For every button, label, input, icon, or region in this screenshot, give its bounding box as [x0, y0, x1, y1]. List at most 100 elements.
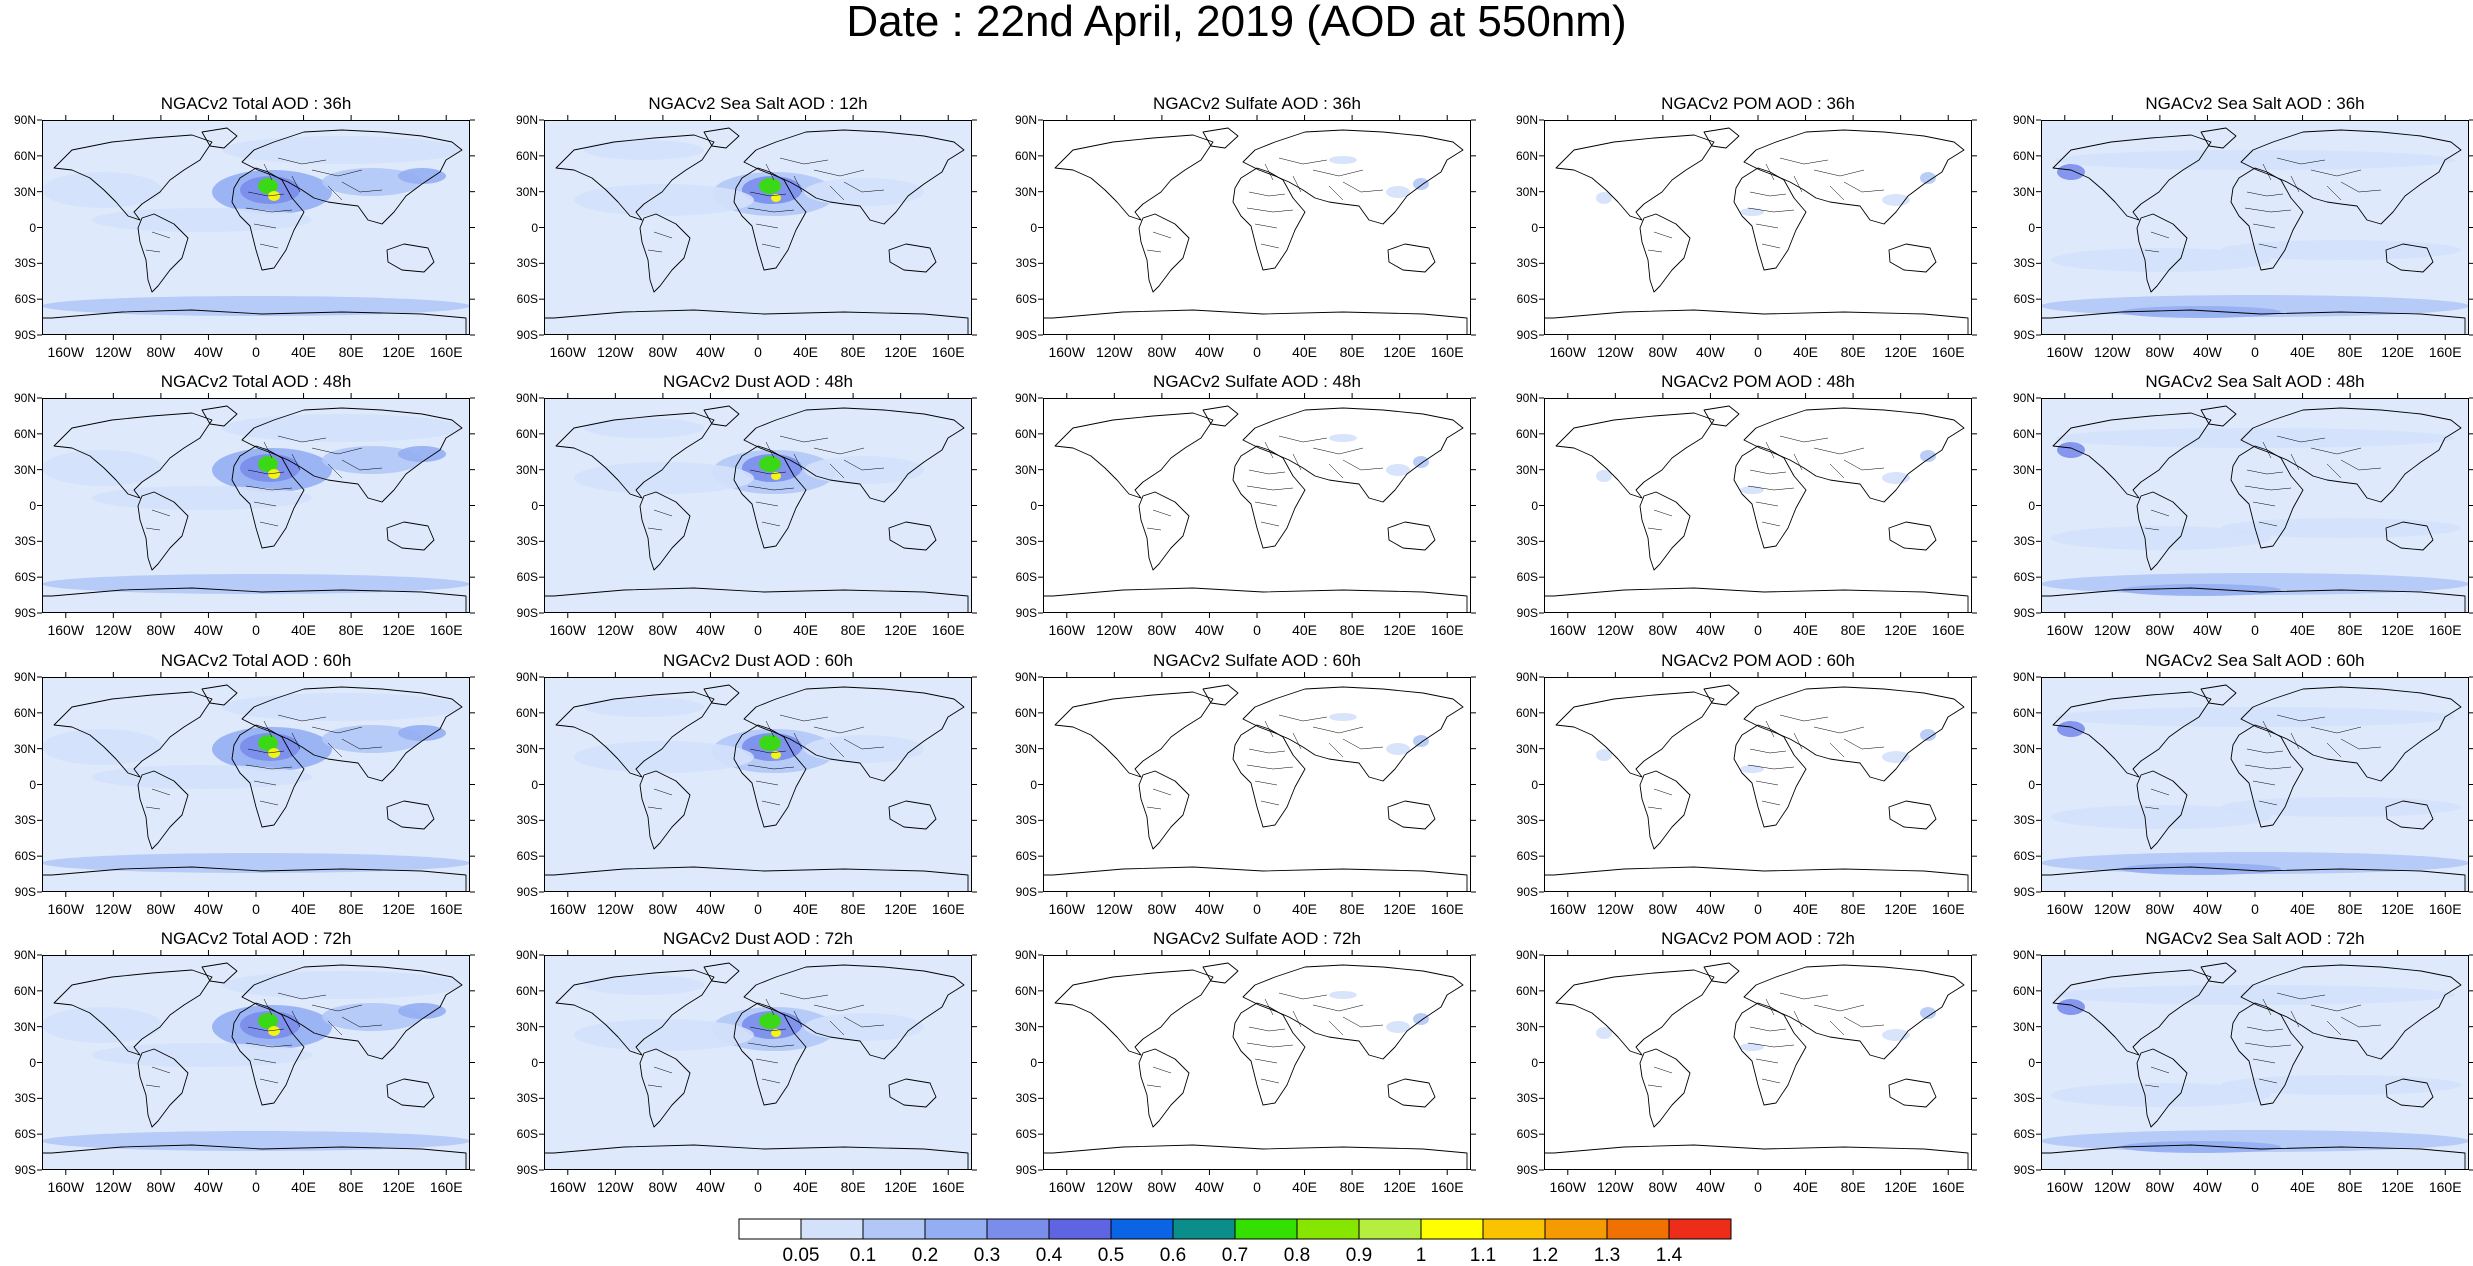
country-border	[1278, 992, 1328, 1000]
country-border	[2150, 509, 2170, 517]
country-border	[1146, 527, 1162, 531]
aod-plume	[1386, 1021, 1410, 1033]
lat-tick-label: 60N	[2012, 705, 2035, 720]
lon-tick-label: 80W	[648, 622, 678, 638]
map-frame	[1544, 398, 1972, 613]
country-border	[263, 998, 273, 1016]
map-frame	[2041, 120, 2469, 335]
country-border	[843, 1016, 885, 1028]
coastline	[53, 691, 213, 778]
coastline	[1888, 1078, 1937, 1108]
country-border	[829, 463, 845, 479]
lon-tick-label: 160E	[2428, 344, 2462, 360]
country-border	[277, 435, 327, 443]
lon-tick-label: 40W	[1195, 1179, 1224, 1195]
lon-tick-label: 40W	[1696, 901, 1725, 917]
lat-tick-label: 30S	[516, 1091, 538, 1106]
lon-tick-label: 80E	[2337, 622, 2363, 638]
aod-plume	[2051, 526, 2271, 550]
lon-tick-label: 120W	[1096, 901, 1133, 917]
lon-tick-label: 160E	[1931, 344, 1965, 360]
lat-tick-label: 60N	[1515, 705, 1538, 720]
lat-tick-label: 30N	[2012, 741, 2035, 756]
lat-tick-label: 0	[531, 777, 538, 792]
lat-tick-label: 30S	[1516, 813, 1538, 828]
colorbar-swatch	[1482, 1218, 1546, 1240]
country-border	[247, 748, 285, 754]
lat-tick-label: 90N	[515, 948, 538, 962]
colorbar-swatch	[1234, 1218, 1298, 1240]
lon-tick-label: 40W	[1696, 1179, 1725, 1195]
aod-plume	[1596, 192, 1612, 204]
map-frame	[544, 955, 972, 1170]
panel-title: NGACv2 Total AOD : 36h	[160, 94, 352, 113]
lon-tick-label: 160W	[1048, 1179, 1086, 1195]
country-border	[1755, 780, 1779, 786]
lon-tick-label: 0	[1253, 622, 1261, 638]
country-border	[1647, 1084, 1663, 1088]
country-border	[813, 1004, 865, 1012]
colorbar-label: 0.7	[1221, 1245, 1249, 1266]
lon-tick-label: 160W	[47, 622, 85, 638]
country-border	[311, 726, 363, 734]
country-border	[327, 185, 343, 201]
coastline	[1242, 686, 1464, 782]
lon-tick-label: 40W	[2193, 344, 2222, 360]
lon-tick-label: 120E	[1884, 622, 1917, 638]
country-border	[1747, 764, 1795, 770]
lat-tick-label: 30N	[13, 1019, 36, 1034]
coastline	[1703, 127, 1740, 149]
map-frame	[42, 398, 470, 613]
lon-tick-label: 120W	[95, 622, 132, 638]
country-border	[843, 181, 885, 193]
aod-plume	[1882, 1029, 1910, 1041]
coastline	[2041, 1144, 2466, 1170]
country-border	[765, 720, 775, 738]
lat-tick-label: 30S	[516, 256, 538, 271]
country-border	[747, 207, 795, 213]
coastline	[1544, 309, 1969, 335]
lat-tick-label: 30S	[2013, 534, 2035, 549]
aod-plume	[268, 469, 280, 479]
lat-tick-label: 90S	[1015, 328, 1037, 342]
lat-tick-label: 90N	[2012, 948, 2035, 962]
colorbar-label: 0.05	[782, 1245, 820, 1266]
lon-tick-label: 120E	[884, 901, 917, 917]
aod-map	[2036, 115, 2473, 340]
panel-title: NGACv2 Sulfate AOD : 48h	[1153, 372, 1361, 391]
lon-tick-label: 160E	[2428, 901, 2462, 917]
country-border	[2262, 441, 2272, 459]
aod-plume	[759, 456, 781, 472]
lon-tick-label: 120W	[2094, 344, 2131, 360]
lat-tick-label: 30N	[13, 741, 36, 756]
coastline	[1202, 684, 1239, 706]
country-border	[747, 1042, 795, 1048]
coastline	[201, 405, 238, 427]
colorbar-swatch	[862, 1218, 926, 1240]
country-border	[259, 1078, 279, 1084]
country-border	[779, 992, 829, 1000]
country-border	[1246, 764, 1294, 770]
coastline	[1555, 134, 1715, 221]
lat-tick-label: 30S	[1516, 534, 1538, 549]
aod-plume	[398, 725, 446, 741]
coastline	[2052, 134, 2212, 221]
lat-tick-label: 30N	[1014, 462, 1037, 477]
colorbar-label: 1.2	[1531, 1245, 1559, 1266]
lat-tick-label: 90N	[1515, 670, 1538, 684]
country-border	[2244, 1042, 2292, 1048]
colorbar-swatch	[1110, 1218, 1174, 1240]
country-border	[2310, 726, 2362, 734]
lon-tick-label: 40E	[1793, 622, 1818, 638]
lon-tick-label: 160W	[1549, 344, 1587, 360]
country-border	[1292, 1010, 1302, 1028]
lon-tick-label: 120E	[382, 344, 415, 360]
country-border	[1749, 191, 1787, 197]
coastline	[544, 309, 969, 335]
aod-plume	[42, 1007, 162, 1043]
lon-tick-label: 80W	[2145, 344, 2175, 360]
lon-tick-label: 80E	[338, 344, 364, 360]
country-border	[761, 521, 781, 527]
country-border	[1747, 207, 1795, 213]
country-border	[647, 1084, 663, 1088]
